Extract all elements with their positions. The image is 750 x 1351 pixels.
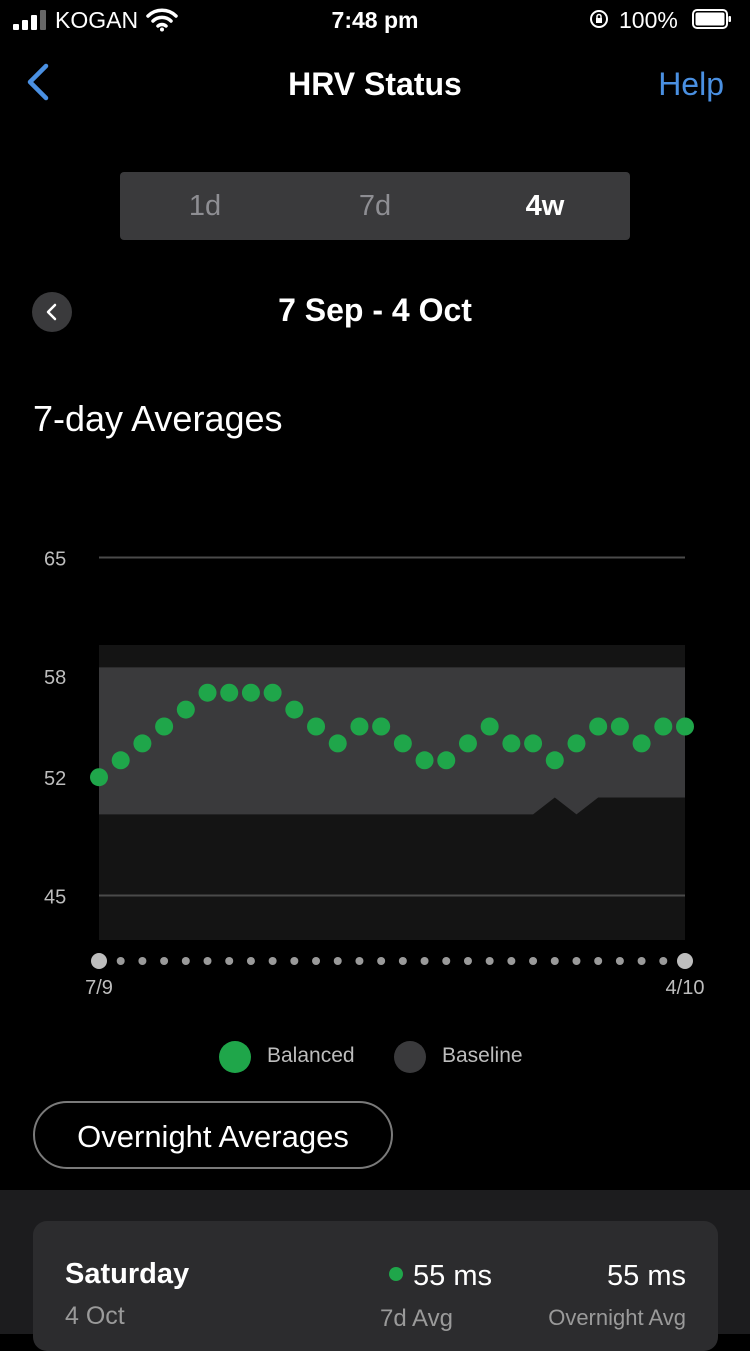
y-tick-label-52: 52 <box>44 768 66 790</box>
x-axis-dot <box>160 957 169 965</box>
x-axis-dot <box>485 957 494 965</box>
data-point <box>676 717 694 736</box>
data-point <box>372 717 391 736</box>
x-axis-dot <box>637 957 646 965</box>
data-point <box>241 683 260 702</box>
data-point <box>567 734 586 753</box>
x-tick-label-start: 7/9 <box>85 977 113 999</box>
x-axis-dot <box>290 957 299 965</box>
data-point <box>458 734 477 753</box>
x-axis-dot <box>355 957 364 965</box>
back-chevron-icon[interactable] <box>22 62 56 102</box>
x-axis-dot <box>442 957 451 965</box>
baseline-legend-dot <box>394 1041 426 1073</box>
avg7-value-text: 55 ms <box>413 1260 492 1292</box>
x-axis-dot <box>615 957 624 965</box>
data-point <box>502 734 521 753</box>
x-axis-end-dot <box>91 953 107 969</box>
baseline-band <box>99 667 685 815</box>
x-axis-dot <box>312 957 321 965</box>
summary-date: 4 Oct <box>65 1302 125 1330</box>
data-point <box>350 717 369 736</box>
data-point <box>632 734 651 753</box>
x-axis-dot <box>268 957 277 965</box>
x-axis-dot <box>225 957 234 965</box>
y-tick-label-58: 58 <box>44 667 66 689</box>
chevron-left-icon <box>46 303 57 321</box>
battery-percent: 100% <box>619 7 678 33</box>
data-point <box>285 700 304 719</box>
segment-7d[interactable]: 7d <box>358 190 392 222</box>
previous-range-button[interactable] <box>32 292 72 332</box>
clock: 7:48 pm <box>331 7 419 33</box>
data-point <box>198 683 217 702</box>
x-axis-dot <box>138 957 147 965</box>
period-segmented-control: 1d 7d 4w <box>120 172 630 240</box>
segment-1d[interactable]: 1d <box>188 190 222 222</box>
status-bar: KOGAN 7:48 pm 100% <box>0 0 750 40</box>
x-axis-dot <box>377 957 386 965</box>
data-point <box>176 700 195 719</box>
data-point <box>393 734 412 753</box>
data-point <box>610 717 629 736</box>
avg7-label: 7d Avg <box>380 1305 453 1332</box>
rotation-lock-icon <box>590 10 608 28</box>
overnight-avg-value: 55 ms <box>607 1260 686 1292</box>
x-axis-dot <box>550 957 559 965</box>
x-axis-dot <box>420 957 429 965</box>
hrv-chart: 65 58 52 45 7/9 4/10 <box>44 549 705 1000</box>
data-point <box>524 734 543 753</box>
wifi-icon <box>146 8 178 32</box>
signal-icon <box>13 10 49 30</box>
baseline-legend-label: Baseline <box>442 1044 523 1067</box>
date-range-label: 7 Sep - 4 Oct <box>278 292 472 328</box>
page-title: HRV Status <box>288 66 462 102</box>
battery-icon <box>692 9 731 29</box>
data-point <box>133 734 152 753</box>
data-point <box>480 717 499 736</box>
y-tick-label-65: 65 <box>44 549 66 571</box>
x-axis-dot <box>659 957 668 965</box>
x-axis-dot <box>463 957 472 965</box>
x-axis-dot <box>116 957 125 965</box>
x-axis-dot <box>181 957 190 965</box>
data-point <box>155 717 174 736</box>
x-axis-dot <box>529 957 538 965</box>
data-point <box>307 717 326 736</box>
data-point <box>111 751 130 770</box>
avg7-value: 55 ms <box>389 1260 492 1293</box>
x-axis-dot <box>333 957 342 965</box>
overnight-averages-button[interactable]: Overnight Averages <box>33 1101 393 1169</box>
segment-4w[interactable]: 4w <box>525 190 565 222</box>
data-point <box>415 751 434 770</box>
x-axis-dot <box>594 957 603 965</box>
x-axis-end-dot <box>677 953 693 969</box>
data-point <box>589 717 608 736</box>
x-axis-dot <box>507 957 516 965</box>
balanced-legend-dot <box>219 1041 251 1073</box>
x-tick-label-end: 4/10 <box>666 977 705 999</box>
x-axis-dot <box>572 957 581 965</box>
summary-day: Saturday <box>65 1258 190 1290</box>
data-point <box>90 768 108 787</box>
carrier-name: KOGAN <box>55 7 139 33</box>
data-point <box>654 717 673 736</box>
data-point <box>263 683 282 702</box>
summary-card[interactable] <box>33 1221 718 1351</box>
data-point <box>220 683 239 702</box>
data-point <box>328 734 347 753</box>
overnight-avg-label: Overnight Avg <box>548 1305 686 1330</box>
data-point <box>437 751 456 770</box>
section-title: 7-day Averages <box>33 398 283 439</box>
y-tick-label-45: 45 <box>44 887 66 909</box>
data-point <box>545 751 564 770</box>
x-axis-dot <box>398 957 407 965</box>
x-axis-dot <box>246 957 255 965</box>
x-axis-dot <box>203 957 212 965</box>
balanced-legend-label: Balanced <box>267 1044 355 1067</box>
help-link[interactable]: Help <box>658 66 724 102</box>
balanced-status-dot <box>389 1267 403 1282</box>
